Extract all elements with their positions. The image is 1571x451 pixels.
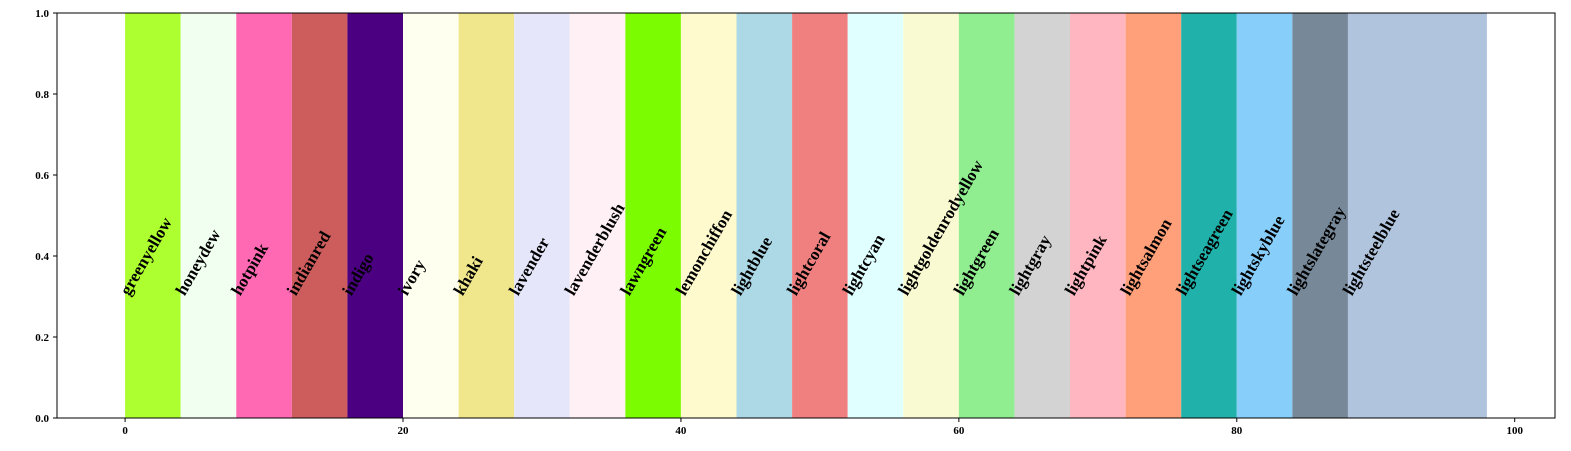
x-tick-label: 80 [1231,425,1243,437]
spans [125,13,1487,418]
span [1347,13,1487,418]
plot-frame [56,12,1556,419]
x-tick-label: 100 [1506,425,1523,437]
span [569,13,626,418]
span [1125,13,1182,418]
span [514,13,570,418]
span [1236,13,1293,418]
span [625,13,681,418]
span [180,13,237,418]
span [291,13,348,418]
span [403,13,459,418]
span [736,13,793,418]
axes: 0 20 40 60 80 100 0.0 0.2 0.4 0.6 0.8 1.0 [35,8,1523,437]
x-tick-label: 20 [398,425,410,437]
span [847,13,904,418]
y-tick-label: 0.2 [35,332,49,344]
span [1292,13,1348,418]
span [236,13,292,418]
span [458,13,515,418]
span [792,13,848,418]
x-tick-label: 60 [953,425,965,437]
span [903,13,959,418]
span [347,13,404,418]
y-tick-label: 0.6 [35,170,49,182]
span [958,13,1015,418]
span [1070,13,1126,418]
y-tick-label: 0.0 [35,413,49,425]
x-tick-label: 0 [122,425,128,437]
x-tick-label: 40 [675,425,687,437]
y-tick-label: 1.0 [35,8,49,20]
span [1014,13,1071,418]
y-tick-label: 0.4 [35,251,49,263]
y-tick-label: 0.8 [35,89,49,101]
span [1181,13,1237,418]
span [680,13,737,418]
span [125,13,181,418]
